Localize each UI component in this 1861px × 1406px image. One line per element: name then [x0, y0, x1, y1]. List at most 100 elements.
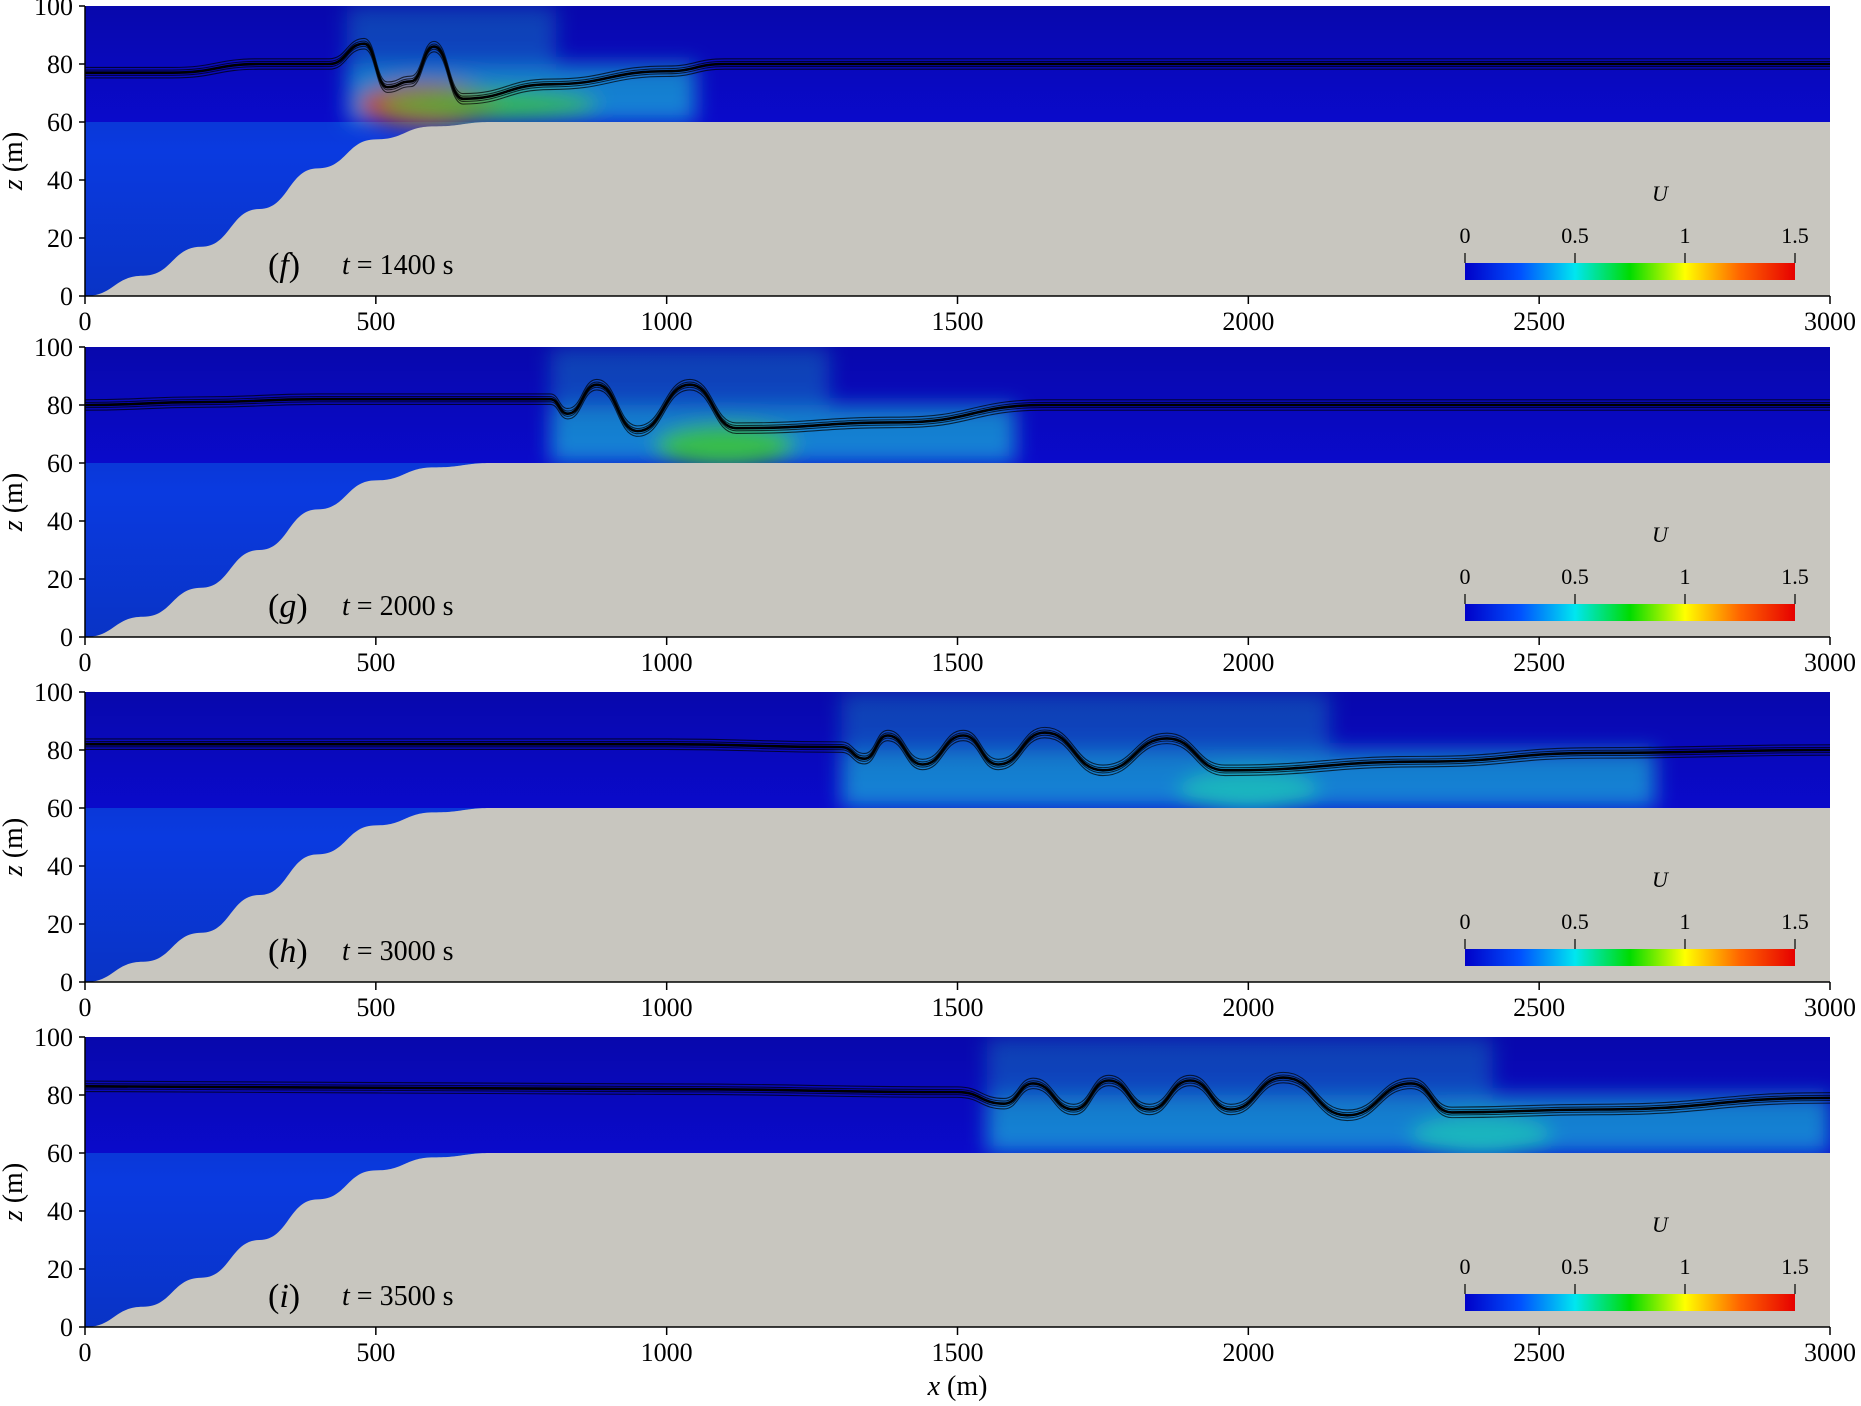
- interface-line: [85, 731, 1830, 772]
- time-label: t = 2000 s: [342, 591, 453, 622]
- interface-line: [85, 734, 1830, 774]
- interface-line: [85, 1071, 1830, 1111]
- panel-paren: (: [268, 933, 279, 970]
- y-tick-label: 60: [47, 108, 73, 137]
- y-tick-label: 0: [60, 282, 73, 311]
- y-tick-label: 40: [47, 507, 73, 536]
- interface-line: [85, 737, 1830, 777]
- y-tick-label: 80: [47, 736, 73, 765]
- x-tick-label: 1500: [932, 1338, 984, 1367]
- y-tick-label: 60: [47, 449, 73, 478]
- panel-paren: ): [296, 588, 307, 625]
- x-tick-label: 500: [356, 307, 395, 336]
- interface-line: [85, 37, 1830, 95]
- x-tick-label: 0: [79, 1338, 92, 1367]
- y-tick-label: 100: [34, 678, 73, 707]
- interface-line: [85, 729, 1830, 769]
- y-axis-label: z (m): [0, 818, 29, 877]
- y-tick-label: 100: [34, 0, 73, 21]
- interface-line: [85, 378, 1830, 427]
- y-axis-label: z (m): [0, 1163, 29, 1222]
- x-tick-label: 3000: [1804, 648, 1856, 677]
- colorbar-tick-label: 1: [1680, 223, 1691, 248]
- bathymetry: [85, 122, 1830, 296]
- interface-line: [85, 386, 1830, 435]
- time-label: t = 3000 s: [342, 936, 453, 967]
- time-value: = 3000 s: [350, 936, 454, 967]
- x-tick-label: 0: [79, 648, 92, 677]
- interface-line: [85, 1074, 1830, 1114]
- y-tick-label: 80: [47, 50, 73, 79]
- panel-paren: ): [289, 1278, 300, 1315]
- colorbar-tick-label: 0: [1460, 909, 1471, 934]
- x-tick-label: 2000: [1222, 1338, 1274, 1367]
- colorbar-tick-label: 0.5: [1561, 564, 1589, 589]
- panel-paren: (: [268, 588, 279, 625]
- x-tick-label: 2500: [1513, 993, 1565, 1022]
- colorbar-tick-label: 1: [1680, 1254, 1691, 1279]
- panel-letter: g: [279, 588, 296, 625]
- interface-line: [85, 40, 1830, 97]
- y-axis-label: z (m): [0, 132, 29, 191]
- x-axis-label: x (m): [927, 1371, 988, 1402]
- time-var: t: [342, 250, 351, 281]
- colorbar-bar: [1465, 263, 1795, 280]
- colorbar-title: U: [1652, 1212, 1670, 1237]
- x-tick-label: 500: [356, 648, 395, 677]
- colorbar-tick-label: 0: [1460, 1254, 1471, 1279]
- panel-paren: ): [296, 933, 307, 970]
- colorbar-tick-label: 1: [1680, 564, 1691, 589]
- colorbar: U 0 0.5 1 1.5: [1460, 1212, 1809, 1311]
- time-var: t: [342, 1281, 351, 1312]
- time-value: = 3500 s: [350, 1281, 454, 1312]
- y-tick-label: 20: [47, 910, 73, 939]
- colorbar-tick-label: 1.5: [1781, 223, 1809, 248]
- y-tick-label: 60: [47, 1139, 73, 1168]
- x-tick-label: 3000: [1804, 993, 1856, 1022]
- y-axis-label-unit: (m): [0, 132, 29, 179]
- plot-area: [85, 347, 1830, 637]
- plot-area: [85, 6, 1830, 296]
- y-axis-label-var: z: [0, 179, 29, 191]
- y-tick-label: 20: [47, 565, 73, 594]
- x-tick-label: 500: [356, 1338, 395, 1367]
- plot-area: [85, 692, 1830, 982]
- panel-paren: ): [289, 247, 300, 284]
- interface-line: [85, 381, 1830, 430]
- y-axis-label-unit: (m): [0, 818, 29, 865]
- y-tick-label: 40: [47, 1197, 73, 1226]
- panel-label: (h): [268, 933, 308, 970]
- y-tick-label: 80: [47, 391, 73, 420]
- colorbar-tick-label: 0.5: [1561, 223, 1589, 248]
- time-label: t = 3500 s: [342, 1281, 453, 1312]
- x-tick-label: 1500: [932, 993, 984, 1022]
- plot-area: [85, 1037, 1830, 1327]
- x-tick-label: 0: [79, 993, 92, 1022]
- x-tick-label: 1000: [641, 648, 693, 677]
- y-tick-label: 60: [47, 794, 73, 823]
- x-tick-label: 3000: [1804, 307, 1856, 336]
- y-tick-label: 20: [47, 1255, 73, 1284]
- x-tick-label: 500: [356, 993, 395, 1022]
- x-tick-label: 3000: [1804, 1338, 1856, 1367]
- time-var: t: [342, 936, 351, 967]
- interface-line: [85, 383, 1830, 433]
- colorbar-bar: [1465, 604, 1795, 621]
- x-tick-label: 1500: [932, 307, 984, 336]
- colorbar-tick-label: 0.5: [1561, 1254, 1589, 1279]
- colorbar: U 0 0.5 1 1.5: [1460, 181, 1809, 280]
- panel-letter: h: [279, 933, 296, 970]
- panel-label: (g): [268, 588, 308, 625]
- colorbar-bar: [1465, 949, 1795, 966]
- colorbar-tick-label: 0: [1460, 564, 1471, 589]
- y-axis-label-unit: (m): [0, 1163, 29, 1210]
- y-tick-label: 100: [34, 1023, 73, 1052]
- y-axis-label-var: z: [0, 520, 29, 532]
- time-var: t: [342, 591, 351, 622]
- panel-letter: i: [279, 1278, 288, 1315]
